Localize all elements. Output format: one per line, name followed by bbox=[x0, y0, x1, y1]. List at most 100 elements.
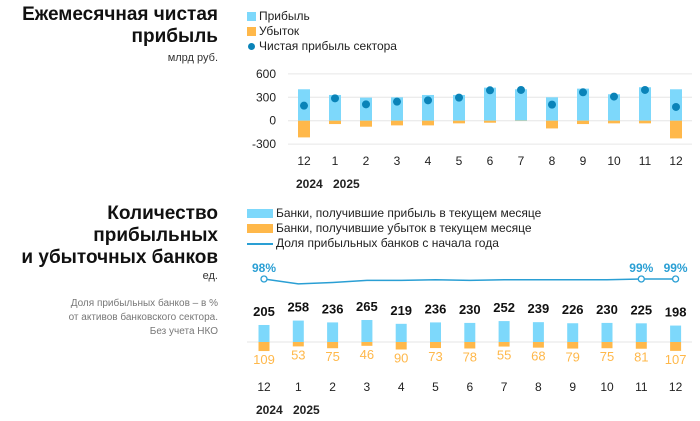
profit-bar bbox=[329, 94, 341, 121]
legend-net: Чистая прибыль сектора bbox=[247, 39, 397, 54]
loss-banks-label: 75 bbox=[325, 349, 339, 364]
profit-banks-label: 205 bbox=[253, 304, 275, 319]
profit-banks-bar bbox=[532, 322, 544, 342]
net-dot-icon bbox=[248, 43, 255, 50]
legend-share: Доля прибыльных банков с начала года bbox=[247, 236, 541, 251]
loss-banks-bar bbox=[635, 342, 647, 349]
title-line: Количество bbox=[107, 203, 218, 224]
net-profit-dot bbox=[486, 86, 494, 95]
loss-banks-label: 90 bbox=[394, 350, 408, 365]
profit-banks-label: 230 bbox=[596, 302, 618, 317]
y-tick-label: 300 bbox=[256, 90, 276, 104]
profit-banks-bar bbox=[327, 322, 339, 342]
x-tick-label: 1 bbox=[332, 154, 339, 168]
x-tick-label: 1 bbox=[295, 380, 302, 394]
year-label: 2025 bbox=[333, 177, 360, 191]
legend-label: Прибыль bbox=[259, 9, 310, 23]
profit-bar bbox=[484, 87, 496, 121]
loss-banks-bar bbox=[395, 342, 407, 350]
loss-banks-bar bbox=[327, 342, 339, 349]
profit-swatch-icon bbox=[247, 12, 256, 21]
x-tick-label: 2 bbox=[329, 380, 336, 394]
x-tick-label: 12 bbox=[669, 154, 683, 168]
net-profit-dot bbox=[424, 96, 432, 105]
loss-banks-label: 107 bbox=[665, 352, 687, 367]
profit-banks-label: 252 bbox=[493, 300, 515, 315]
loss-banks-label: 55 bbox=[497, 348, 511, 363]
legend-label: Банки, получившие убыток в текущем месяц… bbox=[276, 221, 532, 235]
bottom-unit: ед. bbox=[202, 270, 218, 282]
loss-banks-label: 78 bbox=[463, 349, 477, 364]
share-line bbox=[263, 278, 676, 285]
x-tick-label: 7 bbox=[518, 154, 525, 168]
net-profit-dot bbox=[641, 85, 649, 94]
x-tick-label: 6 bbox=[487, 154, 494, 168]
x-tick-label: 11 bbox=[639, 154, 652, 168]
line-swatch-icon bbox=[247, 242, 273, 245]
x-tick-label: 6 bbox=[466, 380, 473, 394]
year-label: 2024 bbox=[256, 403, 283, 417]
profit-bar bbox=[453, 94, 465, 121]
net-profit-dot bbox=[548, 100, 556, 109]
profit-banks-label: 239 bbox=[528, 301, 550, 316]
note-line: Без учета НКО bbox=[149, 326, 218, 337]
x-tick-label: 5 bbox=[432, 380, 439, 394]
title-line: и убыточных банков bbox=[21, 247, 218, 268]
net-profit-dot bbox=[610, 92, 618, 101]
loss-banks-label: 75 bbox=[600, 349, 614, 364]
title-line: Ежемесячная чистая bbox=[22, 4, 218, 25]
share-marker bbox=[260, 275, 268, 283]
loss-bar bbox=[329, 120, 341, 125]
loss-bar bbox=[298, 120, 310, 138]
profit-banks-bar bbox=[670, 325, 682, 342]
loss-banks-bar bbox=[567, 342, 579, 349]
profit-banks-label: 265 bbox=[356, 299, 378, 314]
share-label: 99% bbox=[629, 261, 653, 275]
net-profit-dot bbox=[455, 93, 463, 102]
loss-bar bbox=[422, 120, 434, 126]
y-tick-label: -300 bbox=[252, 137, 276, 151]
bottom-chart-title: Количество прибыльных и убыточных банков bbox=[21, 203, 218, 269]
loss-bar bbox=[639, 120, 651, 124]
profit-bar bbox=[608, 94, 620, 121]
loss-banks-bar bbox=[464, 342, 476, 349]
profit-banks-label: 198 bbox=[665, 305, 687, 320]
loss-bar bbox=[670, 120, 682, 139]
loss-banks-bar bbox=[532, 342, 544, 348]
loss-banks-label: 79 bbox=[565, 350, 579, 365]
profit-banks-bar bbox=[361, 320, 373, 342]
net-profit-dot bbox=[393, 97, 401, 106]
loss-banks-bar bbox=[430, 342, 441, 349]
legend-label: Убыток bbox=[259, 24, 300, 38]
legend-loss: Убыток bbox=[247, 24, 397, 39]
profit-banks-bar bbox=[395, 323, 407, 342]
x-tick-label: 11 bbox=[635, 380, 648, 394]
profit-banks-bar bbox=[498, 321, 510, 342]
legend-label: Чистая прибыль сектора bbox=[259, 39, 397, 53]
profit-banks-bar bbox=[601, 322, 613, 342]
profit-swatch-icon bbox=[247, 209, 273, 218]
note-line: Доля прибыльных банков – в % bbox=[70, 298, 218, 309]
x-tick-label: 9 bbox=[580, 154, 587, 168]
loss-bar bbox=[546, 120, 558, 129]
loss-banks-label: 53 bbox=[291, 347, 305, 362]
x-tick-label: 12 bbox=[669, 380, 683, 394]
x-tick-label: 9 bbox=[569, 380, 576, 394]
net-profit-dot bbox=[331, 94, 339, 103]
share-marker bbox=[637, 275, 645, 283]
loss-bar bbox=[608, 120, 620, 124]
x-tick-label: 2 bbox=[363, 154, 370, 168]
loss-bar bbox=[391, 120, 403, 126]
x-tick-label: 7 bbox=[501, 380, 508, 394]
loss-swatch-icon bbox=[247, 224, 273, 233]
x-tick-label: 12 bbox=[297, 154, 311, 168]
top-legend: Прибыль Убыток Чистая прибыль сектора bbox=[247, 9, 397, 54]
profit-banks-label: 219 bbox=[390, 303, 412, 318]
y-tick-label: 0 bbox=[269, 114, 276, 128]
share-marker bbox=[671, 275, 680, 283]
loss-bar bbox=[484, 120, 496, 123]
loss-banks-label: 46 bbox=[360, 347, 374, 362]
loss-swatch-icon bbox=[247, 27, 256, 36]
year-label: 2025 bbox=[293, 403, 320, 417]
